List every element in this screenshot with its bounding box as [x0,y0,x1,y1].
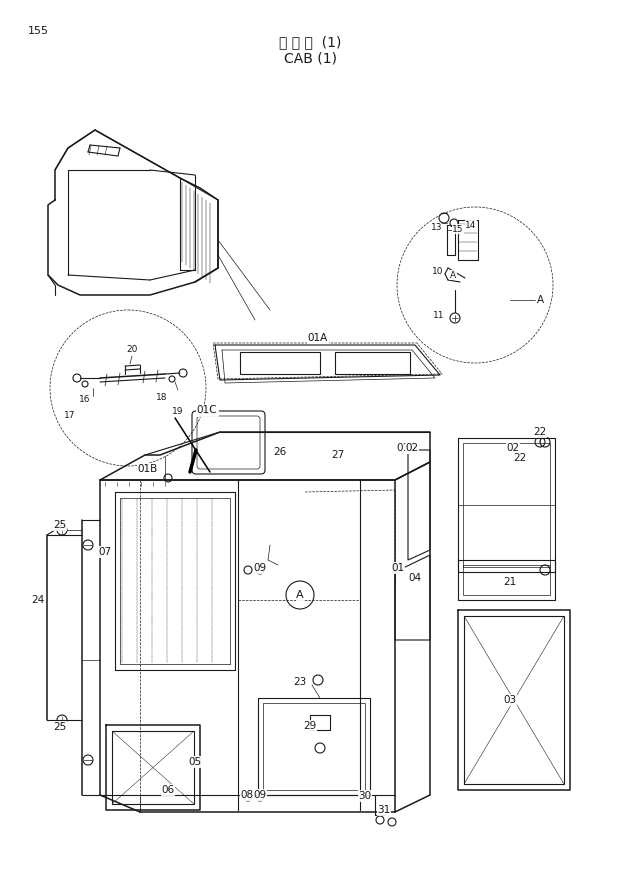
Text: 08: 08 [241,790,254,800]
Text: 18: 18 [156,394,168,402]
Text: 27: 27 [331,450,345,460]
Text: 01A: 01A [308,333,328,343]
Bar [112,731,194,804]
Text: 01C: 01C [197,405,217,415]
Bar [463,565,550,595]
Text: 05: 05 [188,757,202,767]
Text: 24: 24 [32,595,45,605]
Text: 155: 155 [28,26,49,36]
Text: 29: 29 [303,721,317,731]
Bar [240,352,320,374]
Text: 03: 03 [503,695,516,705]
Text: 02: 02 [507,443,520,453]
Text: A: A [450,271,456,279]
Text: 23: 23 [293,677,307,687]
Text: 16: 16 [79,395,91,404]
Text: 21: 21 [503,577,516,587]
Text: A: A [296,590,304,600]
Text: 17: 17 [64,411,76,421]
Text: 010: 010 [396,443,416,453]
Text: 22: 22 [533,427,547,437]
Bar [263,703,365,790]
Bar [463,443,550,567]
Text: 06: 06 [161,785,175,795]
Bar [335,352,410,374]
Text: 25: 25 [53,520,66,530]
Text: 30: 30 [358,791,371,801]
Text: 07: 07 [99,547,112,557]
Text: 01A: 01A [308,333,328,343]
Text: 22: 22 [513,453,526,463]
Text: 11: 11 [433,311,444,320]
Text: 09: 09 [254,563,267,573]
Bar [464,616,564,784]
Text: 01B: 01B [138,464,158,474]
Text: 09: 09 [254,790,267,800]
Text: 04: 04 [409,573,422,583]
Text: 19: 19 [172,408,184,416]
Text: 26: 26 [273,447,286,457]
Text: 13: 13 [430,223,442,232]
Text: 01: 01 [391,563,405,573]
Text: 31: 31 [378,805,391,815]
Text: 25: 25 [53,722,66,732]
Text: 15: 15 [452,224,464,233]
Text: 01B: 01B [138,464,158,474]
Text: A: A [537,295,544,305]
Text: 10: 10 [432,267,443,277]
Text: 20: 20 [126,346,138,354]
Text: 01C: 01C [198,406,218,416]
Text: CAB (1): CAB (1) [283,51,337,65]
Text: 02: 02 [405,443,419,453]
Text: 14: 14 [465,221,476,230]
Text: キ ャ ブ  (1): キ ャ ブ (1) [279,35,341,49]
